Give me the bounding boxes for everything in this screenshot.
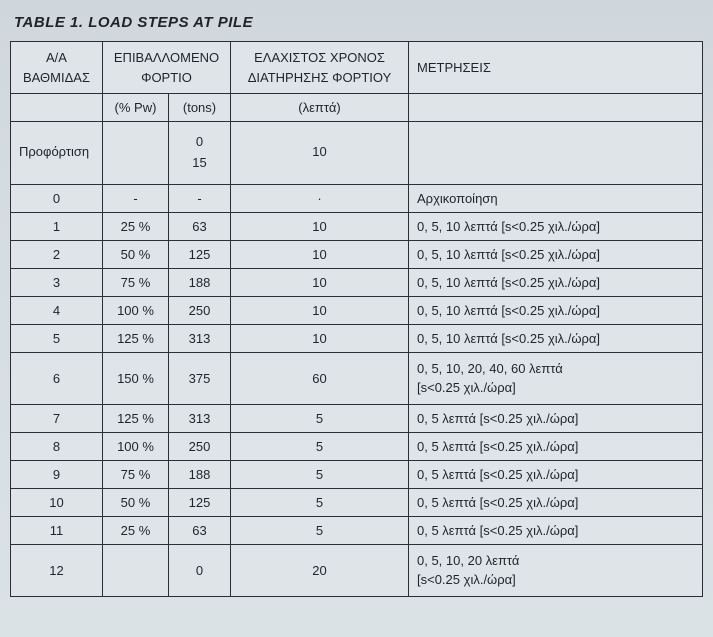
- preload-meas: [409, 122, 703, 185]
- table-row: 12 0 20 0, 5, 10, 20 λεπτά[s<0.25 χιλ./ώ…: [11, 544, 703, 596]
- cell-pct: 50 %: [103, 240, 169, 268]
- col-meas-sub: [409, 94, 703, 122]
- cell-step: 2: [11, 240, 103, 268]
- col-tons-sub: (tons): [169, 94, 231, 122]
- table-row: 5 125 % 313 10 0, 5, 10 λεπτά [s<0.25 χι…: [11, 324, 703, 352]
- cell-meas: 0, 5, 10 λεπτά [s<0.25 χιλ./ώρα]: [409, 240, 703, 268]
- cell-tons: 188: [169, 268, 231, 296]
- cell-tons: 63: [169, 212, 231, 240]
- col-load-header: ΕΠΙΒΑΛΛΟΜΕΝΟΦΟΡΤΙΟ: [103, 42, 231, 94]
- cell-step: 10: [11, 488, 103, 516]
- cell-time: 5: [231, 488, 409, 516]
- preload-tons-a: 0: [175, 132, 224, 153]
- table-row: 3 75 % 188 10 0, 5, 10 λεπτά [s<0.25 χιλ…: [11, 268, 703, 296]
- preload-tons-b: 15: [175, 153, 224, 174]
- col-time-header: ΕΛΑΧΙΣΤΟΣ ΧΡΟΝΟΣΔΙΑΤΗΡΗΣΗΣ ΦΟΡΤΙΟΥ: [231, 42, 409, 94]
- cell-meas: Αρχικοποίηση: [409, 184, 703, 212]
- cell-pct: 150 %: [103, 352, 169, 404]
- cell-step: 9: [11, 460, 103, 488]
- cell-meas: 0, 5, 10 λεπτά [s<0.25 χιλ./ώρα]: [409, 324, 703, 352]
- cell-step: 5: [11, 324, 103, 352]
- col-time-sub: (λεπτά): [231, 94, 409, 122]
- cell-step: 0: [11, 184, 103, 212]
- cell-pct: 125 %: [103, 404, 169, 432]
- cell-tons: 63: [169, 516, 231, 544]
- cell-pct: 25 %: [103, 212, 169, 240]
- cell-step: 4: [11, 296, 103, 324]
- cell-time: 10: [231, 324, 409, 352]
- cell-step: 8: [11, 432, 103, 460]
- cell-tons: 250: [169, 432, 231, 460]
- cell-pct: 25 %: [103, 516, 169, 544]
- cell-time: 5: [231, 516, 409, 544]
- table-row: 2 50 % 125 10 0, 5, 10 λεπτά [s<0.25 χιλ…: [11, 240, 703, 268]
- cell-meas: 0, 5 λεπτά [s<0.25 χιλ./ώρα]: [409, 404, 703, 432]
- cell-step: 12: [11, 544, 103, 596]
- cell-tons: -: [169, 184, 231, 212]
- cell-time: 10: [231, 296, 409, 324]
- cell-step: 1: [11, 212, 103, 240]
- cell-meas: 0, 5, 10, 20 λεπτά[s<0.25 χιλ./ώρα]: [409, 544, 703, 596]
- cell-meas: 0, 5, 10 λεπτά [s<0.25 χιλ./ώρα]: [409, 212, 703, 240]
- cell-time: 20: [231, 544, 409, 596]
- cell-tons: 0: [169, 544, 231, 596]
- cell-pct: -: [103, 184, 169, 212]
- cell-meas: 0, 5, 10 λεπτά [s<0.25 χιλ./ώρα]: [409, 268, 703, 296]
- col-pct-sub: (% Pw): [103, 94, 169, 122]
- preload-pct: [103, 122, 169, 185]
- cell-meas: 0, 5 λεπτά [s<0.25 χιλ./ώρα]: [409, 432, 703, 460]
- cell-tons: 313: [169, 404, 231, 432]
- cell-step: 11: [11, 516, 103, 544]
- cell-pct: 100 %: [103, 296, 169, 324]
- cell-meas: 0, 5 λεπτά [s<0.25 χιλ./ώρα]: [409, 460, 703, 488]
- preload-tons: 0 15: [169, 122, 231, 185]
- cell-pct: 125 %: [103, 324, 169, 352]
- table-row: 9 75 % 188 5 0, 5 λεπτά [s<0.25 χιλ./ώρα…: [11, 460, 703, 488]
- cell-pct: 50 %: [103, 488, 169, 516]
- table-title: TABLE 1. LOAD STEPS AT PILE: [14, 14, 703, 31]
- cell-time: 10: [231, 268, 409, 296]
- cell-pct: [103, 544, 169, 596]
- cell-time: ·: [231, 184, 409, 212]
- table-subheader-row: (% Pw) (tons) (λεπτά): [11, 94, 703, 122]
- cell-pct: 75 %: [103, 268, 169, 296]
- cell-time: 5: [231, 404, 409, 432]
- table-row: 4 100 % 250 10 0, 5, 10 λεπτά [s<0.25 χι…: [11, 296, 703, 324]
- cell-time: 10: [231, 212, 409, 240]
- table-row: 11 25 % 63 5 0, 5 λεπτά [s<0.25 χιλ./ώρα…: [11, 516, 703, 544]
- col-meas-header: ΜΕΤΡΗΣΕΙΣ: [409, 42, 703, 94]
- table-row: 10 50 % 125 5 0, 5 λεπτά [s<0.25 χιλ./ώρ…: [11, 488, 703, 516]
- cell-time: 5: [231, 432, 409, 460]
- cell-tons: 125: [169, 488, 231, 516]
- cell-meas: 0, 5, 10 λεπτά [s<0.25 χιλ./ώρα]: [409, 296, 703, 324]
- cell-tons: 188: [169, 460, 231, 488]
- load-steps-table: Α/ΑΒΑΘΜΙΔΑΣ ΕΠΙΒΑΛΛΟΜΕΝΟΦΟΡΤΙΟ ΕΛΑΧΙΣΤΟΣ…: [10, 41, 703, 597]
- table-row: 8 100 % 250 5 0, 5 λεπτά [s<0.25 χιλ./ώρ…: [11, 432, 703, 460]
- cell-meas: 0, 5, 10, 20, 40, 60 λεπτά[s<0.25 χιλ./ώ…: [409, 352, 703, 404]
- cell-tons: 250: [169, 296, 231, 324]
- cell-meas: 0, 5 λεπτά [s<0.25 χιλ./ώρα]: [409, 488, 703, 516]
- cell-step: 6: [11, 352, 103, 404]
- cell-meas: 0, 5 λεπτά [s<0.25 χιλ./ώρα]: [409, 516, 703, 544]
- table-row: 0 - - · Αρχικοποίηση: [11, 184, 703, 212]
- table-row: 1 25 % 63 10 0, 5, 10 λεπτά [s<0.25 χιλ.…: [11, 212, 703, 240]
- cell-time: 10: [231, 240, 409, 268]
- col-step-header: Α/ΑΒΑΘΜΙΔΑΣ: [11, 42, 103, 94]
- cell-time: 5: [231, 460, 409, 488]
- preload-row: Προφόρτιση 0 15 10: [11, 122, 703, 185]
- cell-step: 7: [11, 404, 103, 432]
- preload-label: Προφόρτιση: [11, 122, 103, 185]
- cell-pct: 100 %: [103, 432, 169, 460]
- col-step-sub: [11, 94, 103, 122]
- cell-tons: 313: [169, 324, 231, 352]
- cell-tons: 375: [169, 352, 231, 404]
- table-row: 7 125 % 313 5 0, 5 λεπτά [s<0.25 χιλ./ώρ…: [11, 404, 703, 432]
- cell-time: 60: [231, 352, 409, 404]
- cell-tons: 125: [169, 240, 231, 268]
- preload-time: 10: [231, 122, 409, 185]
- cell-step: 3: [11, 268, 103, 296]
- table-row: 6 150 % 375 60 0, 5, 10, 20, 40, 60 λεπτ…: [11, 352, 703, 404]
- cell-pct: 75 %: [103, 460, 169, 488]
- table-header-row: Α/ΑΒΑΘΜΙΔΑΣ ΕΠΙΒΑΛΛΟΜΕΝΟΦΟΡΤΙΟ ΕΛΑΧΙΣΤΟΣ…: [11, 42, 703, 94]
